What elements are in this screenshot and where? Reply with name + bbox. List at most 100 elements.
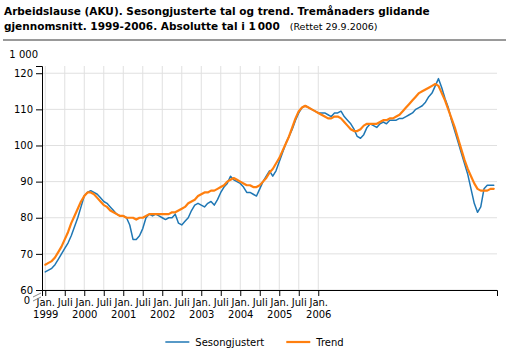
x-tick: Juli [96, 290, 112, 308]
grid-line-y [42, 253, 497, 254]
x-tick-label: Jan.1999 [33, 297, 58, 320]
y-axis-label: 1 000 [9, 49, 38, 60]
x-tick-label: Juli [174, 297, 190, 308]
y-tick-mark [36, 218, 42, 219]
x-tick-mark [201, 290, 202, 296]
grid-line-x [103, 66, 104, 290]
grid-line-x [45, 66, 46, 290]
x-tick-mark [162, 290, 163, 296]
separator [3, 40, 506, 41]
grid-line-x [259, 66, 260, 290]
x-tick: Juli [252, 290, 268, 308]
y-tick: 80 [20, 212, 42, 223]
grid-line-x [142, 66, 143, 290]
x-axis-line [43, 291, 498, 297]
series-line [45, 79, 494, 272]
lines [45, 79, 494, 272]
x-tick-label-line: 2005 [267, 309, 292, 320]
x-tick-label-line: Jan. [74, 297, 94, 308]
grid-line-x [64, 66, 65, 290]
y-tick: 70 [20, 249, 42, 260]
x-tick-label: Jan.2000 [72, 297, 97, 320]
x-tick: Jan.2005 [267, 290, 292, 320]
x-tick-mark [221, 290, 222, 296]
legend-label: Sesongjustert [195, 337, 264, 348]
x-tick: Jan.2003 [189, 290, 214, 320]
x-tick: Jan.2006 [306, 290, 331, 320]
x-tick-label: Juli [96, 297, 112, 308]
x-axis: Jan.1999JuliJan.2000JuliJan.2001JuliJan.… [33, 290, 497, 320]
x-tick: Juli [213, 290, 229, 308]
grid-line-y [42, 73, 497, 74]
title: Arbeidslause (AKU). Sesongjusterte tal o… [4, 5, 430, 32]
y-tick-mark [36, 290, 42, 291]
grid-line-x [279, 66, 280, 290]
grid-line-x [84, 66, 85, 290]
x-tick-mark [240, 290, 241, 296]
x-tick-label-line: Juli [291, 297, 307, 308]
x-tick-label: Jan.2001 [111, 297, 136, 320]
x-tick-mark [318, 290, 319, 296]
y-tick-label: 120 [14, 68, 33, 79]
legend-item: Sesongjustert [165, 337, 264, 348]
y-axis-line [36, 67, 43, 291]
grid-line-x [318, 66, 319, 290]
x-tick-label-line: Jan. [308, 297, 328, 308]
grid-line-x [123, 66, 124, 290]
y-tick-mark [36, 73, 42, 74]
x-tick: Juli [291, 290, 307, 308]
x-tick-mark [84, 290, 85, 296]
grid-line-y [42, 145, 497, 146]
x-tick-mark [104, 290, 105, 296]
x-tick-label-line: Jan. [269, 297, 289, 308]
x-tick-mark [65, 290, 66, 296]
y-axis: 60708090100110120 [14, 67, 43, 296]
x-tick-label-line: 2000 [72, 309, 97, 320]
x-tick-label-line: Juli [252, 297, 268, 308]
title-line: gjennomsnitt. 1999-2006. Absolutte tal i… [4, 20, 280, 32]
grid-line-y [42, 109, 497, 110]
legend-swatch [286, 341, 310, 343]
x-tick: Juli [57, 290, 73, 308]
y-tick: 120 [14, 68, 42, 79]
grid-line-x [162, 66, 163, 290]
x-tick-label: Jan.2004 [228, 297, 253, 320]
x-tick: Juli [135, 290, 151, 308]
chart: Arbeidslause (AKU). Sesongjusterte tal o… [0, 0, 509, 356]
x-tick-label-line: Juli [135, 297, 151, 308]
x-tick-label: Jan.2005 [267, 297, 292, 320]
x-tick-label-line: Jan. [191, 297, 211, 308]
x-tick-label: Jan.2002 [150, 297, 175, 320]
x-tick-label-line: Juli [174, 297, 190, 308]
plot: 60708090100110120Jan.1999JuliJan.2000Jul… [14, 66, 498, 320]
x-tick-label-line: 2006 [306, 309, 331, 320]
grid-line-y [42, 181, 497, 182]
grid-line-x [181, 66, 182, 290]
series-line [45, 84, 494, 265]
x-tick: Jan.2004 [228, 290, 253, 320]
x-tick-label-line: Jan. [152, 297, 172, 308]
grid-line-y [42, 217, 497, 218]
axis-break [33, 293, 41, 297]
grid-line-x [240, 66, 241, 290]
x-tick-mark [299, 290, 300, 296]
x-tick-mark [123, 290, 124, 296]
y-tick-label: 100 [14, 140, 33, 151]
y-tick-mark [36, 182, 42, 183]
x-tick-mark [260, 290, 261, 296]
y-tick: 100 [14, 140, 42, 151]
x-tick-label-line: 2004 [228, 309, 253, 320]
legend-label: Trend [315, 337, 343, 348]
y-tick-label: 80 [20, 212, 33, 223]
y-tick: 110 [14, 104, 42, 115]
x-tick: Jan.1999 [33, 290, 58, 320]
y-tick-label: 110 [14, 104, 33, 115]
y-tick-mark [36, 254, 42, 255]
y-tick: 90 [20, 176, 42, 187]
grid-line-x [201, 66, 202, 290]
x-tick: Jan.2000 [72, 290, 97, 320]
title-line: Arbeidslause (AKU). Sesongjusterte tal o… [4, 5, 430, 17]
x-tick: Jan.2002 [150, 290, 175, 320]
y-tick-label: 70 [20, 249, 33, 260]
x-tick-label-line: Jan. [230, 297, 250, 308]
